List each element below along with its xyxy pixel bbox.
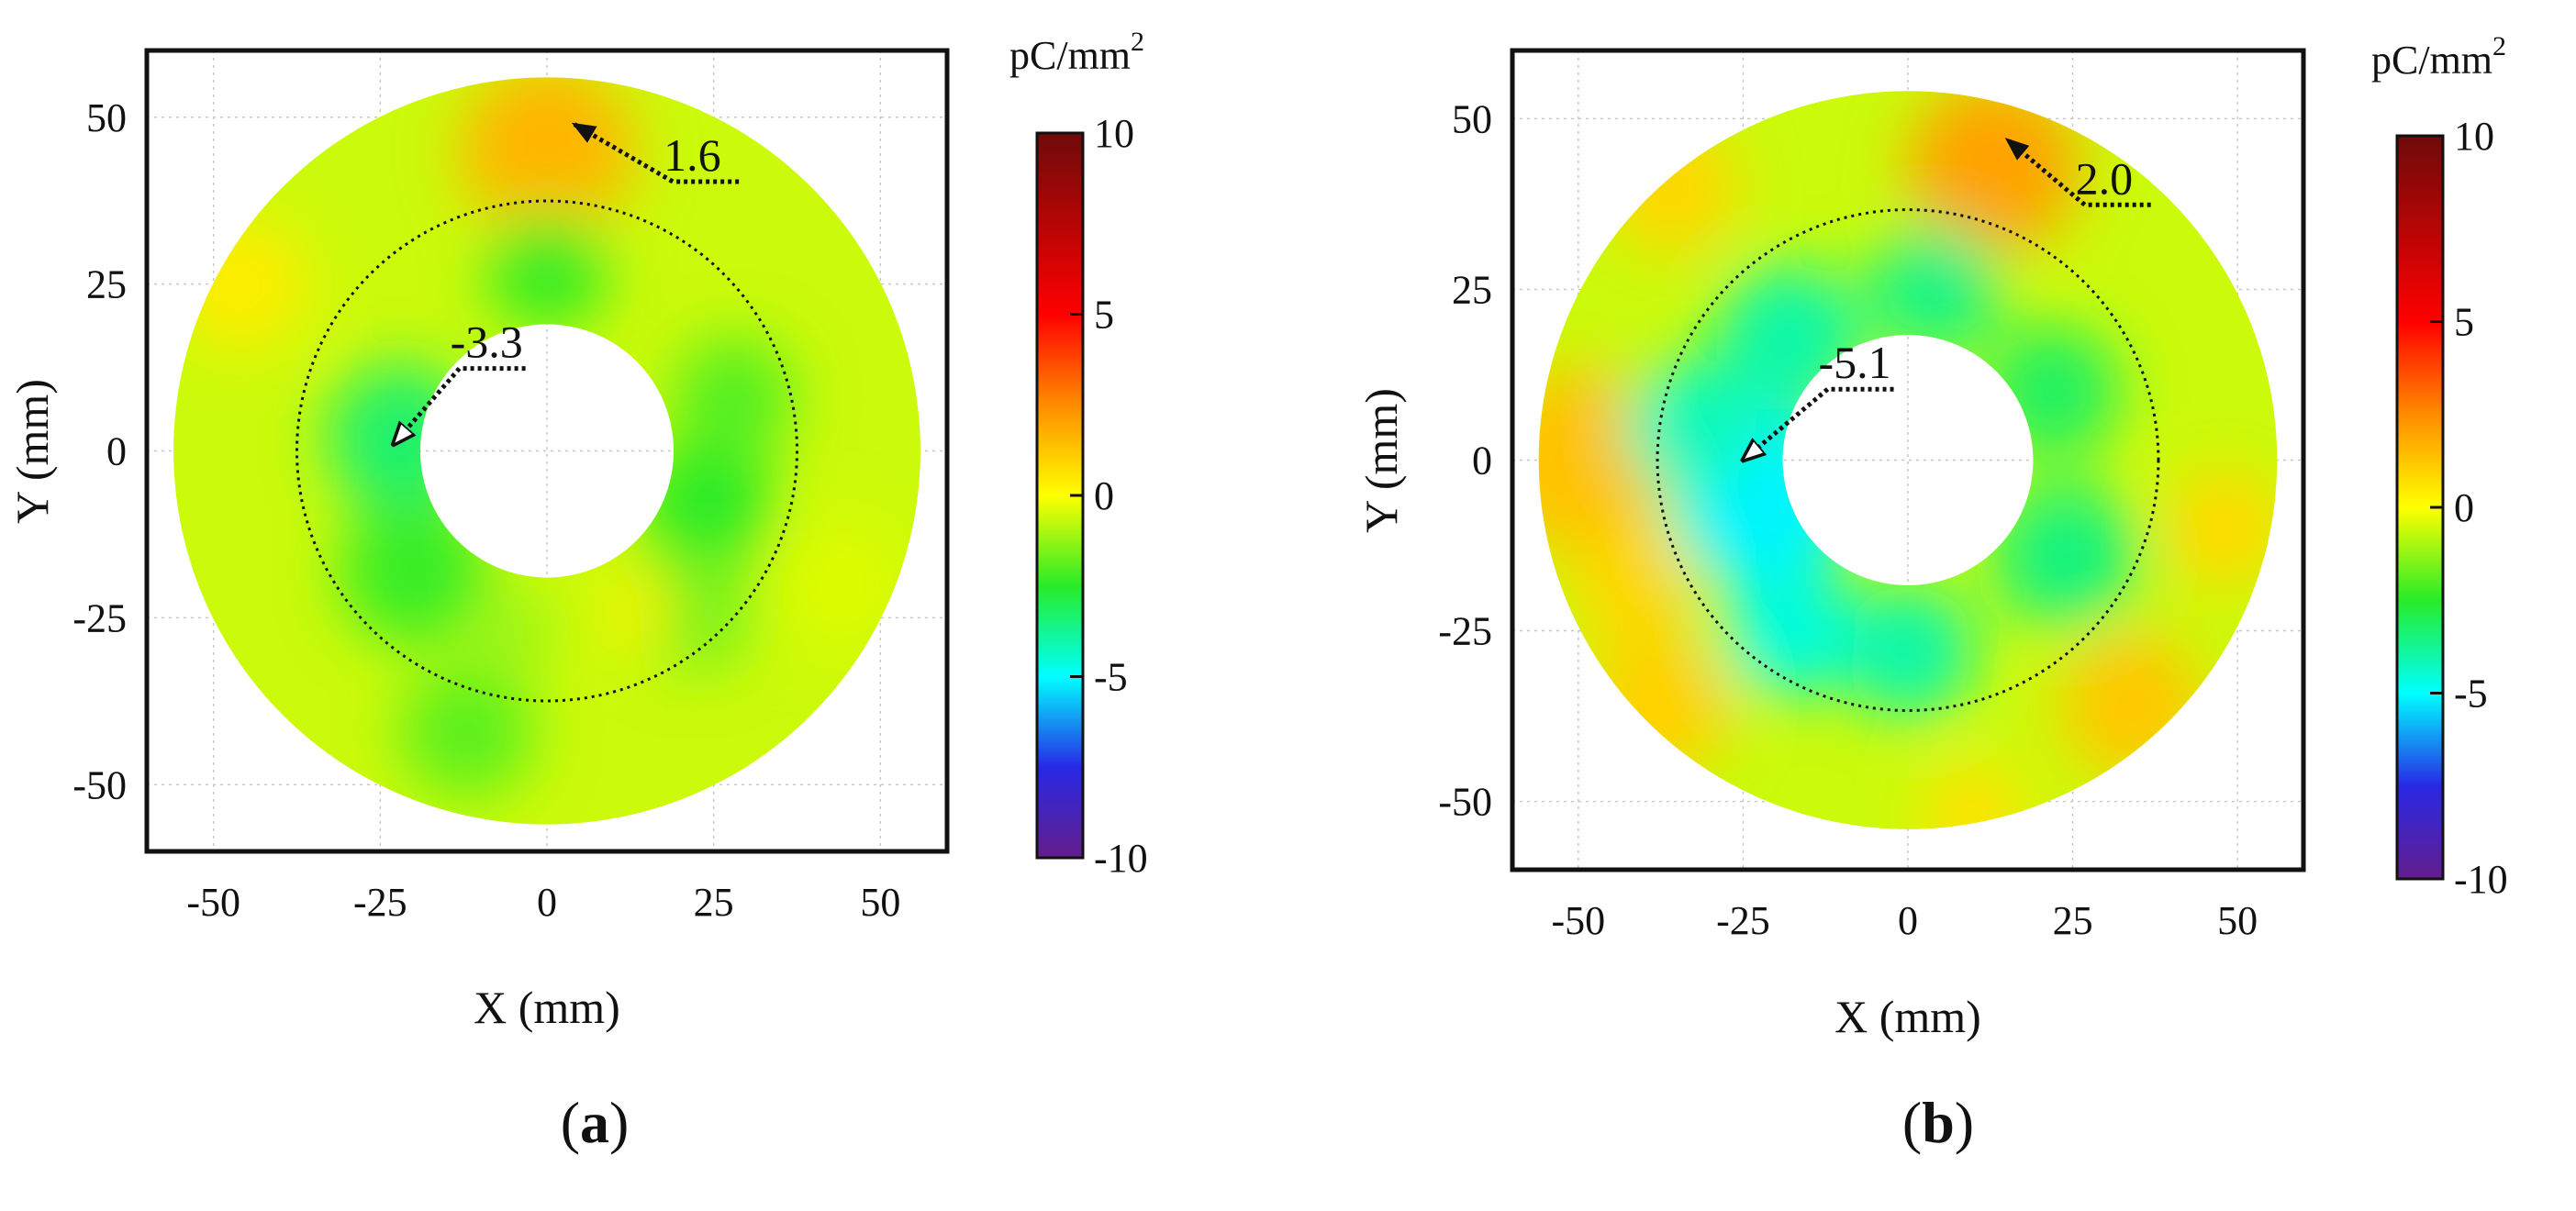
heatmap-region — [340, 497, 487, 645]
y-tick-label: 0 — [106, 429, 127, 474]
colorbar-tick-label: 0 — [1094, 473, 1114, 518]
x-tick-label: 25 — [2053, 898, 2093, 943]
heatmap-region — [1585, 633, 1731, 779]
heatmap-region — [1908, 91, 2080, 252]
heatmap-region — [1842, 585, 1974, 717]
x-tick-label: -50 — [186, 880, 240, 925]
annotation-label: -5.1 — [1819, 337, 1891, 388]
y-tick-label: -25 — [72, 595, 127, 640]
plot-frame — [1510, 48, 2306, 872]
caption-close-paren: ) — [609, 1090, 629, 1155]
colorbar-title-superscript: 2 — [1131, 27, 1144, 57]
heatmap-region — [1987, 326, 2119, 458]
y-tick-label: 25 — [86, 262, 127, 307]
heatmap-region — [460, 77, 634, 238]
panel-b: -50 -25 0 25 50 50 25 0 -25 -50 X (mm) Y (mm) 2.0 -5.… — [1288, 0, 2576, 1211]
heatmap-region — [1604, 121, 1737, 253]
annotation-label: 1.6 — [664, 129, 721, 181]
heatmap-region — [486, 210, 608, 331]
colorbar-tick-label: 10 — [2454, 114, 2494, 159]
annotation-label: 2.0 — [2076, 152, 2134, 204]
colorbar-tick-label: -10 — [2454, 857, 2508, 902]
heatmap-region — [1723, 564, 1856, 697]
colorbar-tick-label: 5 — [2454, 300, 2474, 345]
y-tick-label: 50 — [86, 95, 127, 140]
annotation-arrow — [1743, 386, 1894, 460]
heatmap-region — [674, 337, 794, 458]
colorbar-tick-label: -5 — [2454, 672, 2488, 717]
heatmap-region — [1993, 483, 2139, 628]
heatmap-region — [1571, 523, 1690, 643]
heatmap-region — [2165, 469, 2278, 588]
colorbar-title-superscript: 2 — [2492, 31, 2506, 61]
heatmap-region — [1868, 223, 2001, 356]
heatmap-region — [2059, 633, 2205, 779]
heatmap-region — [1538, 367, 1671, 553]
annotation-arrow — [2004, 137, 2151, 207]
colorbar-title: pC/mm2 — [2371, 31, 2506, 83]
heatmap-region — [474, 591, 554, 672]
y-tick-label: 0 — [1472, 439, 1492, 483]
heatmap-region — [640, 438, 775, 572]
y-tick-label: -50 — [72, 762, 127, 807]
heatmap-region — [1921, 762, 2027, 829]
colorbar-tick-label: 10 — [1094, 111, 1134, 156]
caption-open-paren: ( — [1902, 1090, 1922, 1155]
annotation-label: -3.3 — [451, 317, 523, 368]
heatmap-region — [400, 664, 534, 798]
x-tick-label: 0 — [1898, 898, 1918, 943]
caption-letter: b — [1922, 1090, 1955, 1155]
colorbar-tick-label: -10 — [1094, 836, 1148, 881]
annotation-arrow — [394, 366, 526, 445]
y-tick-label: 25 — [1452, 267, 1492, 312]
heatmap-region — [633, 550, 754, 672]
colorbar-tick-label: 5 — [1094, 293, 1114, 338]
x-tick-label: 50 — [2217, 898, 2258, 943]
x-tick-label: 25 — [694, 880, 734, 925]
y-tick-label: -25 — [1438, 609, 1492, 654]
x-tick-label: -25 — [353, 880, 407, 925]
panel-caption: (a) — [561, 1090, 630, 1155]
y-axis-title: Y (mm) — [1355, 388, 1407, 533]
x-tick-label: 0 — [537, 880, 557, 925]
heatmap-region — [774, 517, 908, 651]
heatmap-ring — [1538, 91, 2278, 829]
heatmap-region — [607, 577, 675, 645]
heatmap-ring — [173, 77, 920, 825]
colorbar-tick-label: -5 — [1094, 655, 1128, 700]
x-tick-label: -50 — [1552, 898, 1606, 943]
reference-circle — [296, 199, 798, 703]
colorbar-tick-label: 0 — [2454, 485, 2474, 530]
x-tick-label: -25 — [1716, 898, 1770, 943]
plot-frame — [144, 48, 950, 854]
annotation-arrow — [571, 121, 740, 184]
reference-circle — [1656, 208, 2160, 712]
caption-open-paren: ( — [561, 1090, 580, 1155]
caption-close-paren: ) — [1955, 1090, 1974, 1155]
heatmap-region — [1624, 360, 1756, 493]
colorbar-title: pC/mm2 — [1009, 27, 1144, 78]
panel-a: -50 -25 0 25 50 50 25 0 -25 -50 X (mm) Y (mm) 1.6 -3.… — [6, 27, 1148, 1155]
x-axis-title: X (mm) — [474, 982, 620, 1033]
y-tick-label: 50 — [1452, 96, 1492, 141]
panel-caption: (b) — [1902, 1090, 1974, 1155]
y-tick-label: -50 — [1438, 780, 1492, 825]
x-axis-title: X (mm) — [1834, 991, 1981, 1042]
y-axis-title: Y (mm) — [6, 379, 58, 524]
x-tick-label: 50 — [860, 880, 900, 925]
caption-letter: a — [580, 1090, 609, 1155]
